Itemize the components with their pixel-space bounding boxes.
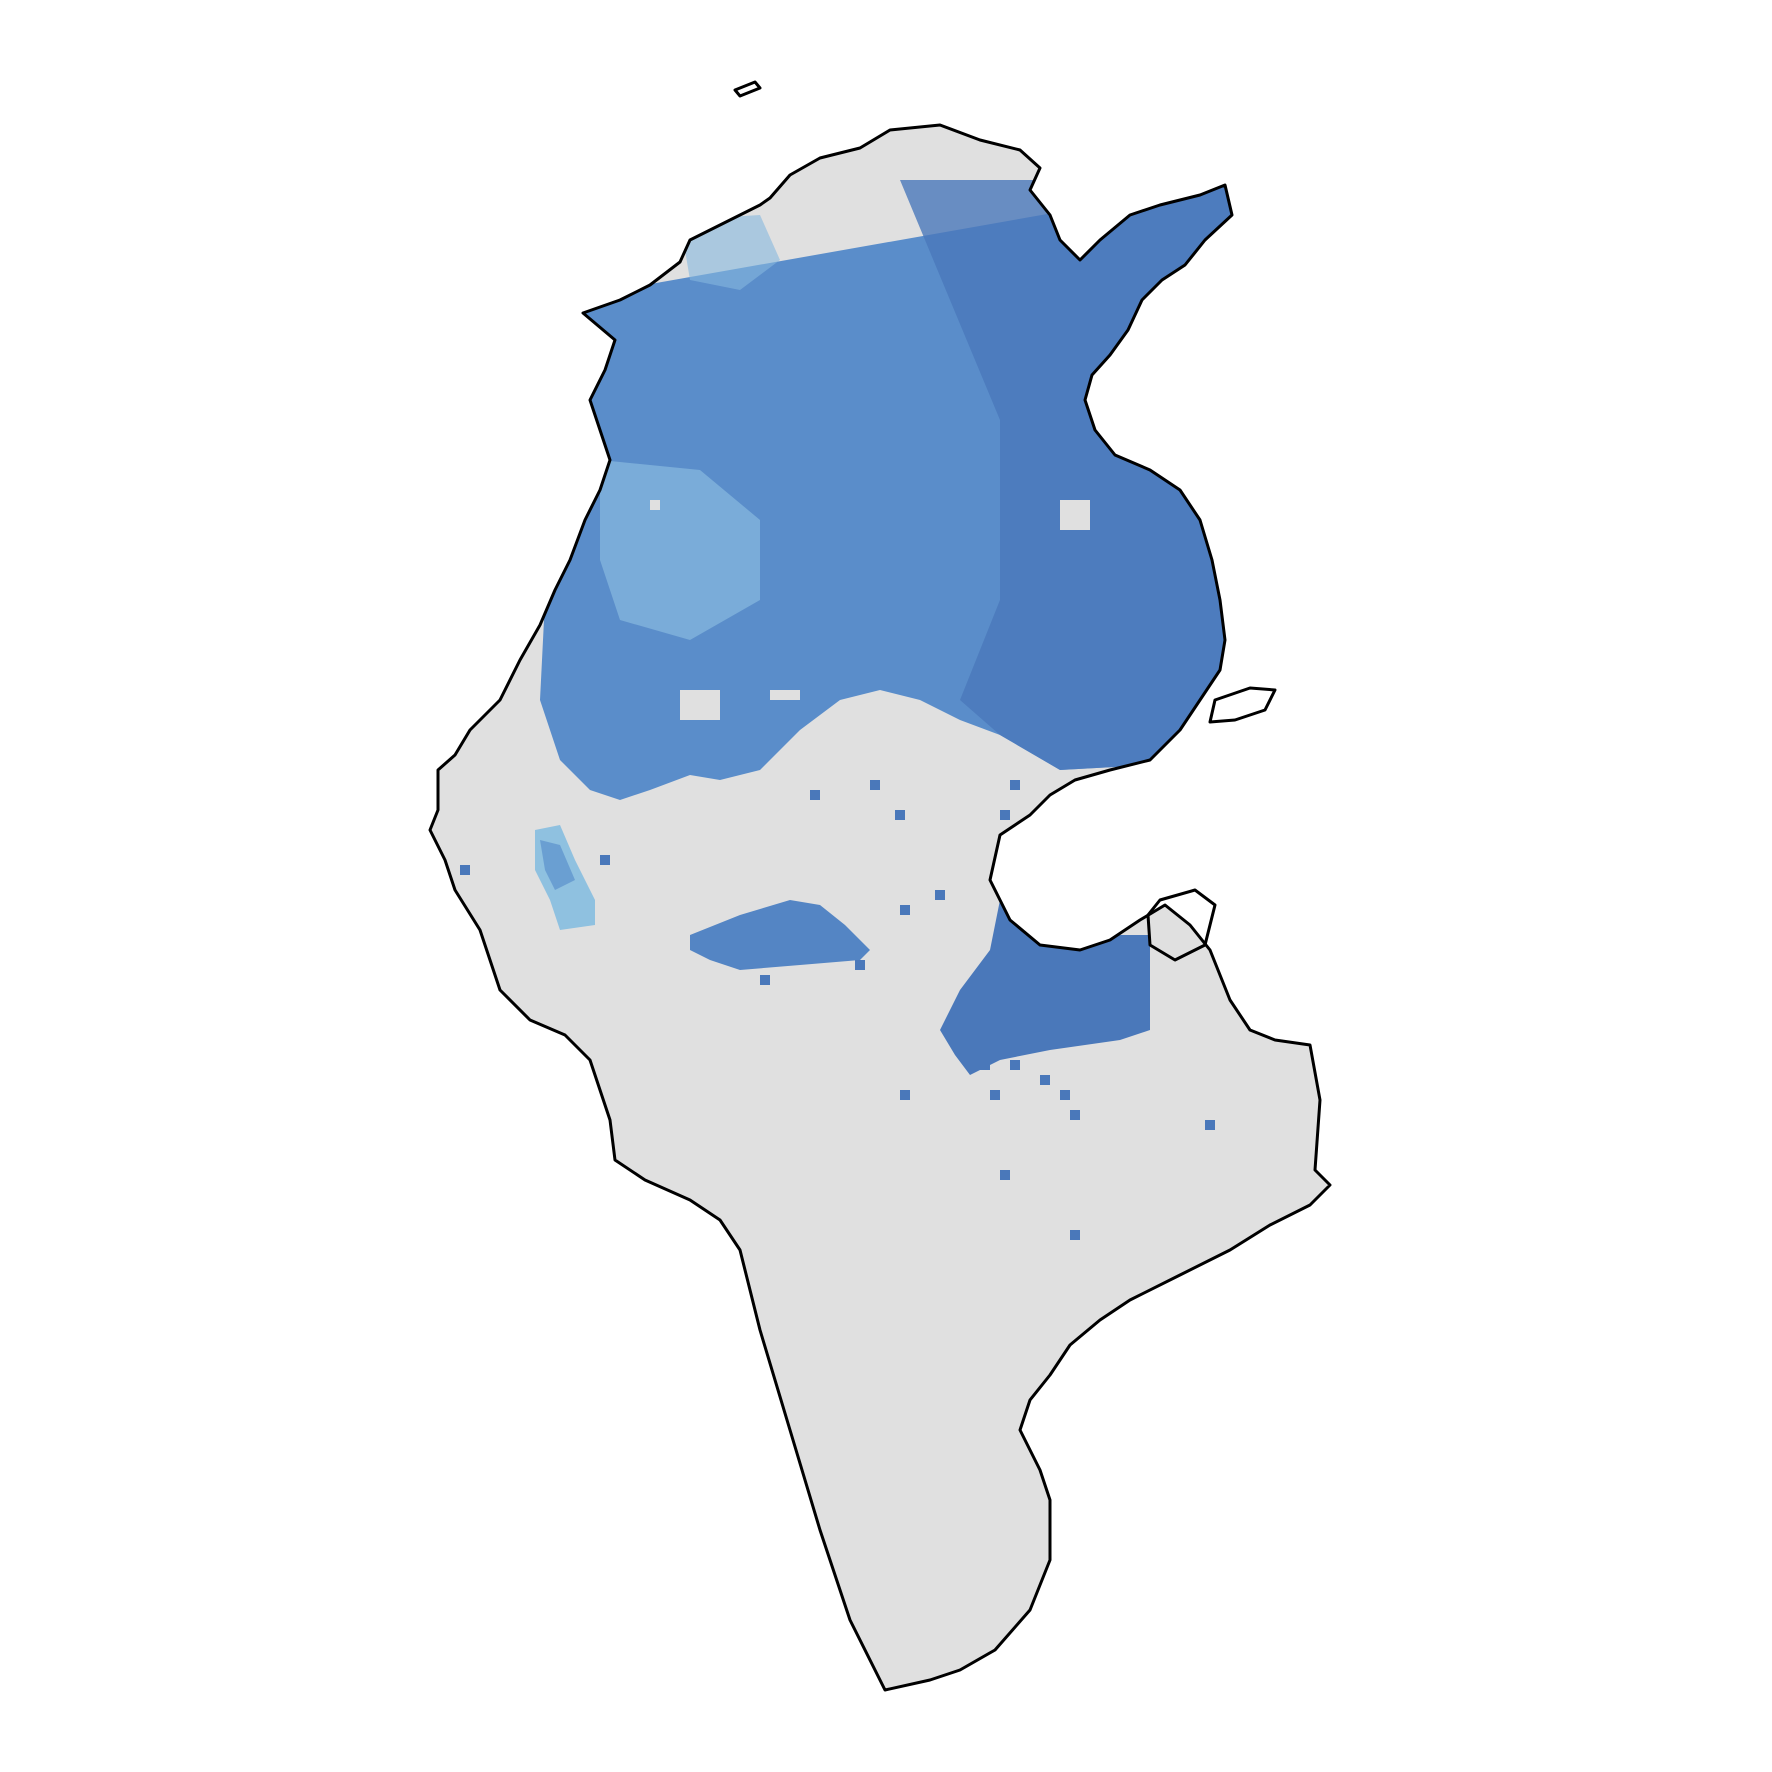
pixel — [980, 1060, 990, 1070]
gap-cell — [880, 715, 930, 735]
gap-cell — [650, 500, 660, 510]
gap-cell — [680, 690, 720, 720]
pixel — [895, 810, 905, 820]
pixel — [935, 890, 945, 900]
pixel — [600, 855, 610, 865]
pixel — [990, 1090, 1000, 1100]
pixel — [1070, 1230, 1080, 1240]
gap-cell — [1060, 500, 1090, 530]
pixel — [1010, 1060, 1020, 1070]
pixel — [460, 865, 470, 875]
pixel — [900, 905, 910, 915]
raster-gaps — [650, 500, 1090, 735]
islands — [733, 80, 1277, 962]
central-blue-patch — [690, 900, 870, 970]
west-light-wash — [600, 460, 760, 640]
small-northern-islet — [733, 80, 762, 98]
country-border — [428, 123, 1332, 1692]
pixel — [1070, 1110, 1080, 1120]
pixel — [1060, 1090, 1070, 1100]
pixel — [810, 790, 820, 800]
pixel — [1010, 780, 1020, 790]
pixel — [1205, 1120, 1215, 1130]
gap-cell — [770, 690, 800, 700]
pixel — [1000, 1170, 1010, 1180]
pixel — [760, 975, 770, 985]
west-mid-patch — [540, 840, 575, 890]
djerba-island — [1146, 888, 1217, 962]
kerkennah-island — [1208, 686, 1277, 724]
pixel — [1000, 810, 1010, 820]
pixel — [855, 960, 865, 970]
pixel — [900, 1090, 910, 1100]
pixel — [1040, 1075, 1050, 1085]
pixel — [870, 780, 880, 790]
